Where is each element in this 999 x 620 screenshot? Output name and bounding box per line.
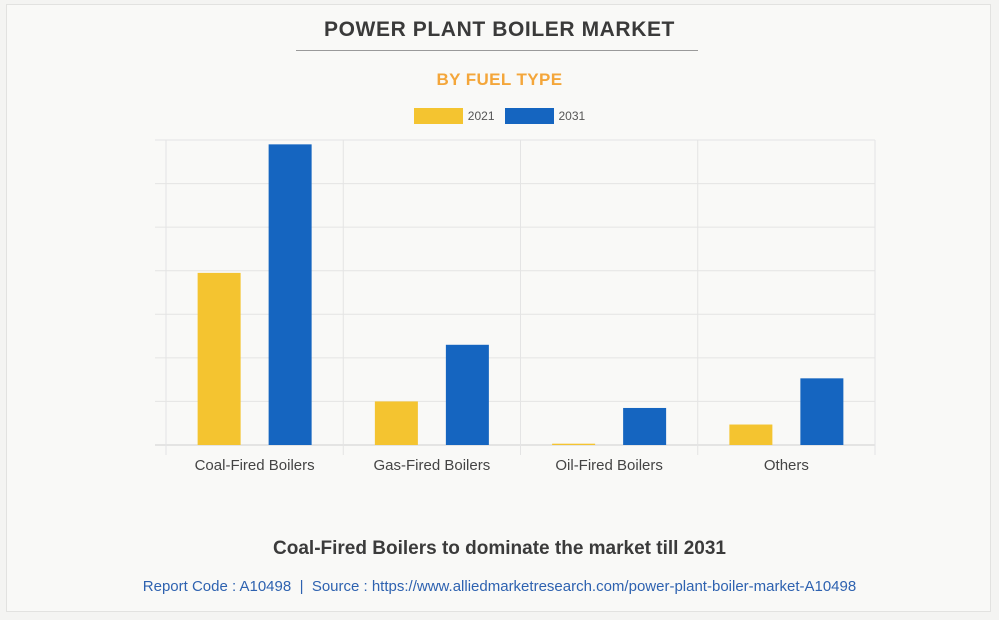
bar-coal-fired-boilers-2021 bbox=[197, 272, 241, 445]
headline: Coal-Fired Boilers to dominate the marke… bbox=[273, 538, 726, 559]
chart-card bbox=[6, 4, 991, 612]
x-tick-label: Others bbox=[764, 457, 809, 474]
legend: 2021 2031 bbox=[0, 108, 999, 124]
legend-item-2031[interactable]: 2031 bbox=[504, 108, 586, 124]
legend-item-2021[interactable]: 2021 bbox=[413, 108, 495, 124]
x-tick-label: Coal-Fired Boilers bbox=[195, 457, 315, 474]
report-code: Report Code : A10498 bbox=[142, 578, 292, 595]
source-separator: | bbox=[299, 578, 304, 595]
x-tick-label: Oil-Fired Boilers bbox=[555, 457, 663, 474]
bar-gas-fired-boilers-2021 bbox=[374, 401, 418, 445]
title-underline bbox=[296, 50, 698, 51]
source-line: Report Code : A10498 | Source : https://… bbox=[0, 578, 999, 595]
bar-others-2031 bbox=[800, 378, 844, 445]
legend-swatch-2031 bbox=[504, 108, 554, 124]
x-tick-label: Gas-Fired Boilers bbox=[374, 457, 491, 474]
bar-oil-fired-boilers-2021 bbox=[552, 443, 596, 445]
source-link[interactable]: Source : https://www.alliedmarketresearc… bbox=[311, 578, 857, 595]
legend-label-2021: 2021 bbox=[467, 109, 495, 123]
chart-title: POWER PLANT BOILER MARKET bbox=[324, 18, 675, 41]
bar-others-2021 bbox=[729, 424, 773, 445]
bar-coal-fired-boilers-2031 bbox=[268, 144, 312, 445]
bar-oil-fired-boilers-2031 bbox=[623, 407, 667, 445]
bar-gas-fired-boilers-2031 bbox=[445, 344, 489, 445]
legend-label-2031: 2031 bbox=[558, 109, 586, 123]
chart-subtitle: BY FUEL TYPE bbox=[436, 70, 563, 89]
bar-chart: Coal-Fired Boilers Gas-Fired Boilers Oil-F… bbox=[155, 139, 876, 474]
legend-swatch-2021 bbox=[413, 108, 463, 124]
